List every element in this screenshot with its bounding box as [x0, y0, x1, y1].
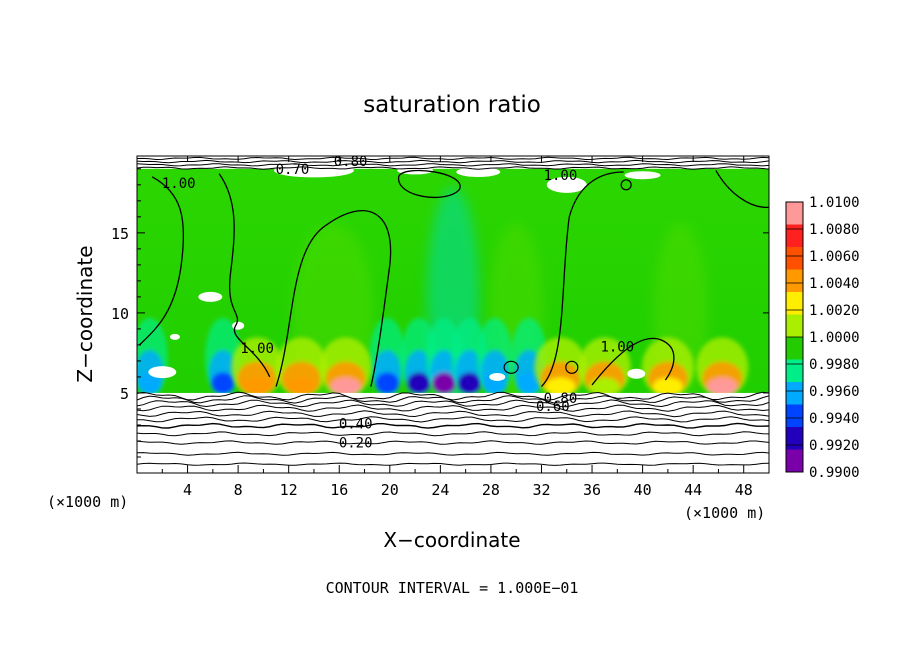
- cool-core-2: [369, 317, 406, 398]
- x-tick-label-2: 12: [280, 481, 298, 499]
- colorbar-swatch-4: [786, 292, 803, 315]
- warm-core-3: [534, 337, 587, 398]
- cool-core-5: [451, 317, 488, 398]
- x-tick-label-10: 44: [684, 481, 702, 499]
- colorbar-label-4: 1.0020: [809, 303, 860, 319]
- warm-core-6: [696, 337, 749, 398]
- contour-label-0: 0.80: [334, 154, 368, 170]
- colorbar-label-9: 0.9920: [809, 438, 860, 454]
- chart-title: saturation ratio: [363, 92, 541, 118]
- colorbar-swatch-3: [786, 269, 803, 293]
- x-tick-label-9: 40: [634, 481, 652, 499]
- colorbar-swatch-0: [786, 202, 803, 225]
- warm-core-4: [578, 337, 631, 398]
- colorbar-label-7: 0.9960: [809, 384, 860, 400]
- cool-core-6: [476, 317, 513, 398]
- colorbar-label-5: 1.0000: [809, 330, 860, 346]
- colorbar-label-3: 1.0040: [809, 276, 860, 292]
- unsaturated-patch-8: [624, 171, 661, 180]
- colorbar: 1.0100 1.0080 1.0060 1.0040 1.0020 1.0000 0.99…: [785, 195, 860, 481]
- contour-label-4: 0.80: [544, 391, 578, 407]
- warm-core-2: [319, 337, 372, 398]
- contour-label-2: 1.00: [162, 176, 196, 192]
- colorbar-label-10: 0.9900: [809, 465, 860, 481]
- plot-area: [137, 156, 769, 473]
- unsaturated-patch-0: [148, 366, 177, 379]
- unsaturated-patch-5: [627, 368, 646, 379]
- warm-core-1: [275, 337, 328, 398]
- x-tick-label-0: 4: [183, 481, 192, 499]
- x-tick-label-1: 8: [234, 481, 243, 499]
- x-tick-label-7: 32: [532, 481, 550, 499]
- y-axis-label: Z−coordinate: [73, 245, 97, 382]
- unsaturated-patch-4: [489, 372, 506, 381]
- contour-label-6: 0.40: [339, 416, 373, 432]
- colorbar-swatch-7: [786, 359, 803, 383]
- contour-labels: 0.800.701.001.000.800.600.400.201.00 1.00: [162, 154, 634, 452]
- y-tick-label-2: 15: [111, 225, 129, 243]
- colorbar-label-8: 0.9940: [809, 411, 860, 427]
- colorbar-swatch-11: [786, 449, 803, 473]
- colorbar-swatch-9: [786, 404, 803, 428]
- plot-frame: [136, 155, 770, 474]
- colorbar-swatch-2: [786, 247, 803, 270]
- contour-interval-note: CONTOUR INTERVAL = 1.000E−01: [326, 579, 579, 597]
- contour-label-8: 1.00: [240, 341, 274, 357]
- cool-core-4: [426, 317, 463, 398]
- contour-lines: [137, 156, 769, 466]
- warm-core-5: [641, 337, 694, 398]
- colorbar-swatch-8: [786, 382, 803, 405]
- x-unit-left: (×1000 m): [47, 493, 128, 511]
- warm-core-0: [231, 337, 284, 398]
- x-axis-label: X−coordinate: [383, 528, 520, 552]
- unsaturated-patch-7: [456, 167, 501, 178]
- colorbar-swatch-10: [786, 427, 803, 450]
- x-tick-label-8: 36: [583, 481, 601, 499]
- colorbar-swatch-1: [786, 224, 803, 248]
- unsaturated-patch-3: [169, 333, 180, 340]
- unsaturated-patch-1: [198, 291, 223, 302]
- contour-label-5: 0.60: [536, 399, 570, 415]
- x-tick-label-4: 20: [381, 481, 399, 499]
- contour-label-7: 0.20: [339, 436, 373, 452]
- colorbar-label-2: 1.0060: [809, 249, 860, 265]
- colorbar-label-6: 0.9980: [809, 357, 860, 373]
- x-tick-label-5: 24: [431, 481, 449, 499]
- x-unit-right: (×1000 m): [684, 504, 765, 522]
- colorbar-label-0: 1.0100: [809, 195, 860, 211]
- x-tick-label-11: 48: [735, 481, 753, 499]
- unsaturated-patch-6: [546, 176, 587, 193]
- colorbar-label-1: 1.0080: [809, 222, 860, 238]
- cool-core-1: [204, 317, 241, 398]
- x-tick-label-6: 28: [482, 481, 500, 499]
- x-tick-label-3: 16: [330, 481, 348, 499]
- y-tick-label-0: 5: [120, 385, 129, 403]
- colorbar-swatch-6: [786, 337, 803, 360]
- cool-core-3: [400, 317, 437, 398]
- contour-label-3: 1.00: [544, 168, 578, 184]
- contour-label-9: 1.00: [600, 340, 634, 356]
- colorbar-swatch-5: [786, 314, 803, 338]
- y-tick-label-1: 10: [111, 305, 129, 323]
- contour-label-1: 0.70: [276, 162, 310, 178]
